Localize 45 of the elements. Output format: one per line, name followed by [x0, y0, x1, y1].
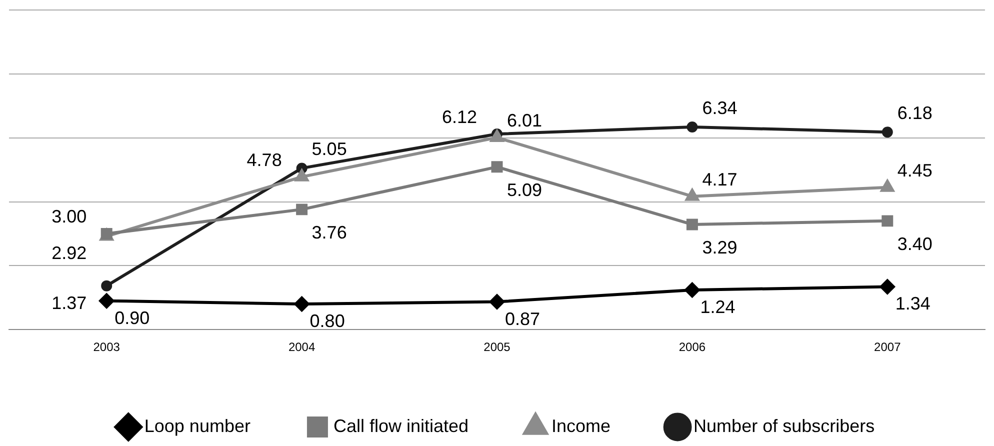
point — [686, 188, 699, 201]
point — [99, 293, 114, 308]
data-label: 1.34 — [895, 294, 930, 314]
x-tick-label: 2005 — [484, 340, 511, 354]
data-label: 6.34 — [702, 98, 738, 118]
x-tick-label: 2006 — [678, 340, 706, 354]
point — [101, 280, 112, 292]
x-tick-label: 2003 — [93, 340, 120, 354]
point — [294, 296, 310, 312]
point — [295, 169, 308, 182]
point — [882, 126, 893, 138]
point — [686, 121, 698, 132]
data-label: 2.92 — [52, 243, 87, 264]
data-label: 0.80 — [310, 311, 345, 331]
point — [882, 215, 894, 227]
data-label: 4.17 — [702, 169, 738, 190]
data-label: 3.29 — [702, 237, 738, 258]
data-label: 6.12 — [442, 106, 478, 127]
data-label: 4.78 — [246, 150, 282, 170]
point — [880, 279, 895, 294]
legend-label: Call flow initiated — [333, 416, 469, 436]
x-tick-label: 2004 — [288, 340, 316, 354]
data-label: 3.40 — [897, 234, 932, 254]
legend-label: Loop number — [144, 416, 250, 436]
data-label: 5.09 — [507, 180, 542, 200]
point — [490, 130, 504, 142]
data-label: 4.45 — [897, 160, 932, 180]
data-label: 3.00 — [52, 206, 87, 227]
point — [686, 218, 698, 230]
legend-label: Number of subscribers — [694, 416, 875, 436]
point — [491, 161, 503, 173]
point — [684, 282, 700, 298]
legend-label: Income — [552, 416, 611, 436]
x-tick-label: 2007 — [874, 340, 902, 354]
point — [296, 204, 308, 216]
point — [490, 294, 504, 310]
data-label: 3.76 — [312, 222, 347, 242]
data-label: 6.01 — [507, 110, 542, 130]
point — [880, 180, 894, 192]
data-label: 0.87 — [505, 308, 540, 329]
data-label: 5.05 — [312, 139, 347, 160]
data-label: 6.18 — [897, 103, 932, 124]
data-label: 0.90 — [114, 308, 150, 328]
data-label: 1.37 — [52, 292, 87, 313]
data-label: 1.24 — [700, 296, 736, 317]
